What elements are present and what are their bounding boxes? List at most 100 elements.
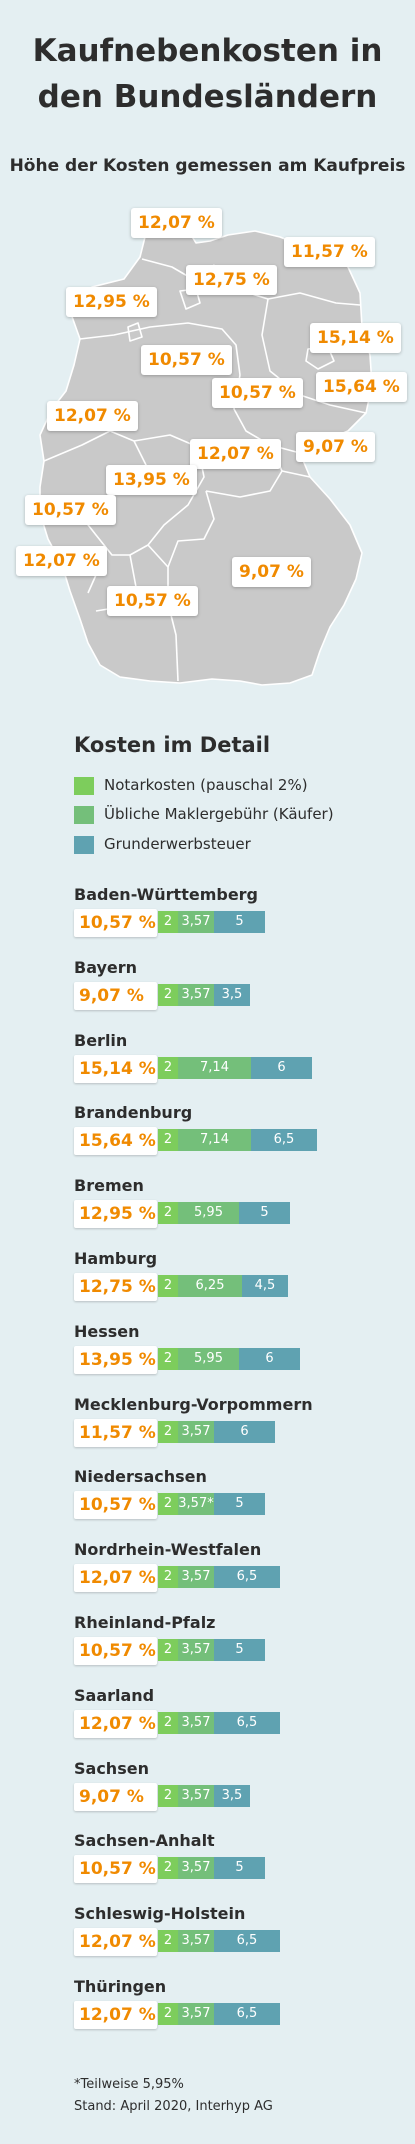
bar-segment-grunderwerb: 3,5: [214, 1785, 250, 1807]
map-label-baden-wuerttemberg: 10,57 %: [107, 586, 198, 616]
bar-segment-makler: 3,57: [178, 1857, 214, 1879]
total-cost-label: 12,95 %: [74, 1200, 157, 1228]
chart-row-brandenburg: Brandenburg 15,64 % 2 7,14 6,5: [74, 1103, 394, 1163]
bar-segment-notar: 2: [158, 911, 178, 933]
stacked-bar: 2 3,57 6: [158, 1421, 275, 1443]
bar-segment-makler: 5,95: [178, 1348, 239, 1370]
stacked-bar: 2 3,57 5: [158, 1639, 265, 1661]
legend-label-grunderwerbsteuer: Grunderwerbsteuer: [104, 835, 251, 853]
footnote: *Teilweise 5,95%: [74, 2077, 184, 2092]
total-cost-label: 10,57 %: [74, 1855, 157, 1883]
chart-row-niedersachsen: Niedersachsen 10,57 % 2 3,57* 5: [74, 1467, 394, 1527]
bar-segment-grunderwerb: 5: [239, 1202, 290, 1224]
bar-segment-makler: 3,57: [178, 1712, 214, 1734]
map-label-thueringen: 12,07 %: [190, 439, 281, 469]
chart-row-nordrhein-westfalen: Nordrhein-Westfalen 12,07 % 2 3,57 6,5: [74, 1540, 394, 1600]
bar-segment-grunderwerb: 6: [239, 1348, 300, 1370]
bar-segment-makler: 3,57: [178, 1566, 214, 1588]
stacked-bar: 2 3,57 3,5: [158, 984, 250, 1006]
bar-segment-notar: 2: [158, 984, 178, 1006]
stacked-bar: 2 7,14 6: [158, 1057, 312, 1079]
chart-row-berlin: Berlin 15,14 % 2 7,14 6: [74, 1031, 394, 1091]
map-label-saarland: 12,07 %: [16, 546, 107, 576]
state-name: Sachsen: [74, 1759, 149, 1778]
total-cost-label: 15,64 %: [74, 1127, 157, 1155]
stacked-bar: 2 7,14 6,5: [158, 1129, 317, 1151]
state-name: Hamburg: [74, 1249, 158, 1268]
map-label-mecklenburg-vorpommern: 11,57 %: [284, 237, 375, 267]
total-cost-label: 10,57 %: [74, 909, 157, 937]
map-label-schleswig-holstein: 12,07 %: [131, 208, 222, 238]
bar-segment-makler: 3,57: [178, 1930, 214, 1952]
map-label-berlin: 15,14 %: [310, 323, 401, 353]
state-name: Rheinland-Pfalz: [74, 1613, 216, 1632]
stacked-bar: 2 5,95 6: [158, 1348, 300, 1370]
stacked-bar: 2 6,25 4,5: [158, 1275, 288, 1297]
state-name: Brandenburg: [74, 1103, 193, 1122]
bar-segment-notar: 2: [158, 1057, 178, 1079]
legend-label-maklergebuehr: Übliche Maklergebühr (Käufer): [104, 805, 334, 823]
bar-segment-makler: 7,14: [178, 1129, 251, 1151]
chart-row-schleswig-holstein: Schleswig-Holstein 12,07 % 2 3,57 6,5: [74, 1904, 394, 1964]
map-label-bayern: 9,07 %: [232, 557, 311, 587]
bar-segment-grunderwerb: 5: [214, 1857, 265, 1879]
total-cost-label: 12,07 %: [74, 1564, 157, 1592]
bar-segment-grunderwerb: 6,5: [214, 1566, 280, 1588]
bar-segment-grunderwerb: 3,5: [214, 984, 250, 1006]
stacked-bar: 2 5,95 5: [158, 1202, 290, 1224]
bar-segment-notar: 2: [158, 1421, 178, 1443]
bar-segment-notar: 2: [158, 1566, 178, 1588]
bar-segment-notar: 2: [158, 1857, 178, 1879]
bar-segment-notar: 2: [158, 1930, 178, 1952]
map-label-rheinland-pfalz: 10,57 %: [25, 495, 116, 525]
chart-row-mecklenburg-vorpommern: Mecklenburg-Vorpommern 11,57 % 2 3,57 6: [74, 1395, 394, 1455]
bar-segment-makler: 7,14: [178, 1057, 251, 1079]
map-label-sachsen-anhalt: 10,57 %: [212, 378, 303, 408]
stacked-bar: 2 3,57 6,5: [158, 1930, 280, 1952]
bar-segment-notar: 2: [158, 1712, 178, 1734]
legend-label-notarkosten: Notarkosten (pauschal 2%): [104, 776, 308, 794]
total-cost-label: 12,75 %: [74, 1273, 157, 1301]
chart-row-bremen: Bremen 12,95 % 2 5,95 5: [74, 1176, 394, 1236]
state-name: Saarland: [74, 1686, 155, 1705]
total-cost-label: 10,57 %: [74, 1637, 157, 1665]
legend-swatch-grunderwerbsteuer: [74, 836, 94, 854]
page-title: Kaufnebenkosten in den Bundesländern: [0, 28, 415, 120]
chart-row-baden-wuerttemberg: Baden-Württemberg 10,57 % 2 3,57 5: [74, 885, 394, 945]
bar-segment-makler: 3,57: [178, 1785, 214, 1807]
chart-row-thueringen: Thüringen 12,07 % 2 3,57 6,5: [74, 1977, 394, 2037]
total-cost-label: 11,57 %: [74, 1419, 157, 1447]
source-note: Stand: April 2020, Interhyp AG: [74, 2099, 273, 2114]
bar-segment-notar: 2: [158, 1785, 178, 1807]
chart-row-hessen: Hessen 13,95 % 2 5,95 6: [74, 1322, 394, 1382]
state-name: Thüringen: [74, 1977, 167, 1996]
stacked-bar: 2 3,57 6,5: [158, 1712, 280, 1734]
state-name: Mecklenburg-Vorpommern: [74, 1395, 313, 1414]
state-name: Nordrhein-Westfalen: [74, 1540, 262, 1559]
stacked-bar: 2 3,57* 5: [158, 1493, 265, 1515]
state-name: Niedersachsen: [74, 1467, 207, 1486]
bar-segment-notar: 2: [158, 1639, 178, 1661]
state-name: Schleswig-Holstein: [74, 1904, 246, 1923]
bar-segment-grunderwerb: 5: [214, 911, 265, 933]
bar-segment-makler: 3,57: [178, 1421, 214, 1443]
bar-segment-notar: 2: [158, 1202, 178, 1224]
bar-segment-makler: 3,57: [178, 984, 214, 1006]
stacked-bar: 2 3,57 6,5: [158, 1566, 280, 1588]
bar-segment-makler: 6,25: [178, 1275, 242, 1297]
chart-row-sachsen: Sachsen 9,07 % 2 3,57 3,5: [74, 1759, 394, 1819]
total-cost-label: 13,95 %: [74, 1346, 157, 1374]
bar-segment-makler: 3,57: [178, 911, 214, 933]
bar-segment-notar: 2: [158, 1348, 178, 1370]
chart-row-hamburg: Hamburg 12,75 % 2 6,25 4,5: [74, 1249, 394, 1309]
bar-segment-makler: 5,95: [178, 1202, 239, 1224]
state-name: Hessen: [74, 1322, 140, 1341]
chart-row-bayern: Bayern 9,07 % 2 3,57 3,5: [74, 958, 394, 1018]
bar-segment-grunderwerb: 6,5: [214, 1930, 280, 1952]
map-label-brandenburg: 15,64 %: [316, 372, 407, 402]
bar-segment-grunderwerb: 6,5: [214, 1712, 280, 1734]
bar-segment-notar: 2: [158, 1129, 178, 1151]
map-label-bremen: 12,95 %: [66, 287, 157, 317]
total-cost-label: 12,07 %: [74, 1928, 157, 1956]
total-cost-label: 10,57 %: [74, 1491, 157, 1519]
